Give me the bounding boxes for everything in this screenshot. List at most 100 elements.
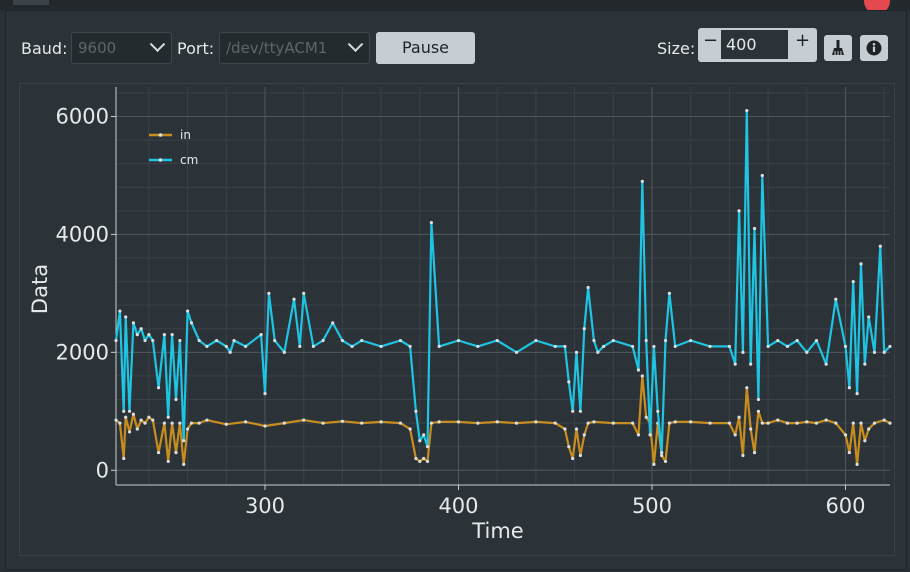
series-cm — [114, 108, 892, 455]
data-point — [151, 338, 155, 343]
legend-marker — [158, 133, 163, 137]
data-point — [534, 420, 538, 424]
data-point — [652, 344, 656, 349]
clear-button[interactable] — [824, 35, 852, 61]
data-point — [282, 421, 286, 425]
data-point — [185, 309, 190, 313]
chart-series — [114, 108, 892, 466]
plus-button[interactable]: + — [794, 30, 811, 51]
data-point — [814, 421, 819, 425]
data-point — [114, 418, 118, 422]
data-point — [882, 418, 886, 422]
data-point — [379, 420, 383, 424]
data-point — [263, 424, 267, 428]
data-point — [878, 244, 882, 248]
data-point — [733, 362, 737, 366]
data-point — [414, 456, 418, 461]
data-point — [872, 350, 877, 354]
data-point — [745, 386, 749, 390]
broom-icon — [832, 40, 844, 55]
data-point — [867, 315, 871, 319]
data-point — [156, 386, 161, 390]
data-point — [667, 421, 672, 425]
data-point — [124, 415, 128, 419]
data-point — [660, 453, 664, 458]
pause-button[interactable]: Pause — [376, 32, 475, 64]
data-point — [298, 344, 302, 349]
minus-button[interactable]: − — [702, 30, 719, 51]
data-point — [127, 430, 132, 434]
data-point — [602, 344, 606, 349]
data-point — [437, 344, 441, 349]
data-point — [340, 419, 344, 423]
data-point — [574, 350, 579, 354]
x-tick-label: 300 — [245, 494, 285, 518]
port-select[interactable]: /dev/ttyACM1 — [219, 32, 370, 64]
data-point — [425, 445, 430, 449]
data-point — [321, 421, 325, 425]
data-point — [737, 209, 741, 213]
port-value: /dev/ttyACM1 — [226, 39, 328, 57]
port-label: Port: — [177, 39, 215, 58]
size-input[interactable]: 400 — [721, 30, 788, 59]
data-point — [863, 439, 867, 443]
baud-select[interactable]: 9600 — [71, 32, 172, 64]
data-point — [437, 420, 441, 424]
data-point — [867, 427, 871, 431]
data-point — [689, 420, 693, 424]
data-point — [259, 333, 263, 337]
data-point — [673, 344, 677, 349]
data-point — [785, 421, 790, 425]
data-point — [733, 433, 737, 437]
data-point — [418, 439, 422, 443]
data-point — [741, 453, 745, 458]
data-point — [118, 309, 122, 313]
data-point — [139, 327, 143, 331]
window-tab[interactable] — [13, 0, 49, 5]
data-point — [321, 338, 325, 343]
data-point — [143, 338, 147, 343]
data-point — [302, 418, 306, 422]
data-point — [660, 450, 664, 455]
data-point — [408, 344, 412, 349]
data-point — [843, 344, 848, 349]
y-tick-label: 0 — [96, 458, 109, 482]
data-point — [331, 321, 335, 325]
data-point — [311, 344, 315, 349]
data-point — [805, 350, 809, 354]
data-point — [414, 409, 418, 413]
data-point — [652, 462, 656, 466]
data-point — [244, 420, 248, 424]
data-point — [147, 415, 151, 419]
x-axis-label: Time — [471, 519, 523, 543]
x-tick-label: 500 — [632, 494, 672, 518]
data-point — [534, 338, 538, 343]
title-bar — [0, 0, 910, 14]
data-point — [122, 409, 126, 413]
data-point — [224, 344, 228, 349]
data-point — [228, 350, 232, 354]
y-tick-label: 2000 — [56, 340, 109, 364]
data-point — [131, 321, 136, 325]
data-point — [456, 420, 461, 424]
info-button[interactable] — [860, 35, 888, 61]
data-point — [514, 350, 519, 354]
data-point — [847, 386, 851, 390]
data-point — [708, 421, 712, 425]
data-point — [185, 427, 190, 431]
legend-label: cm — [180, 153, 198, 167]
data-point — [563, 427, 567, 431]
data-point — [708, 344, 712, 349]
data-point — [135, 427, 139, 431]
data-point — [663, 459, 668, 464]
data-point — [476, 421, 480, 425]
data-point — [578, 453, 583, 458]
data-point — [656, 409, 660, 413]
data-point — [131, 412, 136, 416]
data-point — [282, 350, 286, 354]
data-point — [244, 344, 248, 349]
data-point — [851, 421, 855, 425]
data-point — [574, 427, 579, 431]
data-point — [776, 418, 780, 422]
